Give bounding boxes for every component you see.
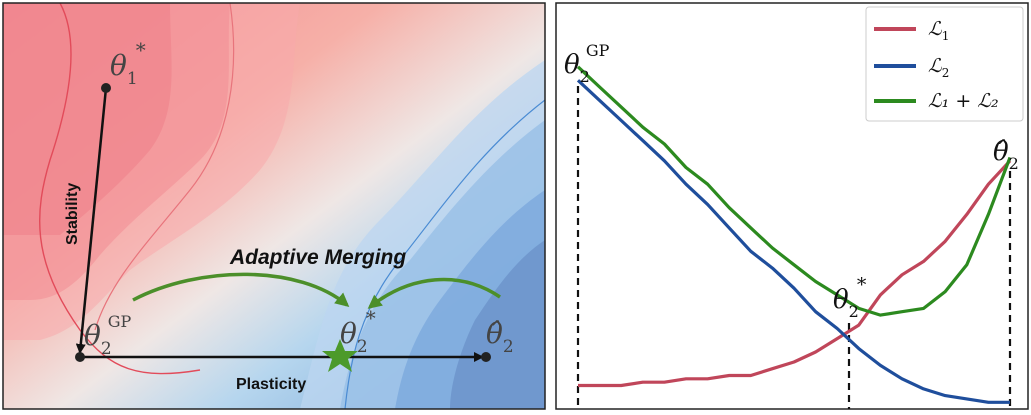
legend-box (865, 6, 1024, 122)
contour-blue-4 (450, 240, 545, 409)
right-panel: θ2GP θ2* θ̂2 ℒ1 ℒ2 ℒ₁ + ℒ₂ (555, 2, 1029, 410)
stability-label: Stability (64, 183, 81, 245)
merge-arrow-left (132, 272, 350, 307)
contour-red-2 (3, 3, 230, 300)
plot-lines (576, 65, 1012, 404)
stability-arrow (75, 87, 108, 354)
star-icon (322, 339, 358, 372)
point-theta1-star (101, 83, 111, 93)
label-theta2-star-left: θ2* (340, 306, 376, 357)
legend-label-sum: ℒ₁ + ℒ₂ (928, 90, 999, 112)
series-line-l1 (578, 159, 1012, 388)
legend-label-l2: ℒ2 (928, 55, 949, 80)
left-panel-border (2, 2, 546, 410)
contour-line-red (39, 3, 201, 375)
merging-label: Adaptive Merging (229, 246, 406, 269)
contour-line-red-2 (94, 3, 235, 331)
merge-arrow-right (367, 277, 501, 309)
label-theta2-star-right: θ2* (833, 274, 867, 321)
plasticity-label: Plasticity (236, 376, 306, 393)
label-theta2-hat-left: θ̂2 (486, 317, 514, 357)
left-panel: Stability Plasticity Adaptive Merging θ1… (2, 2, 546, 410)
label-theta2-gp-left: θ2GP (84, 312, 131, 359)
legend-label-l1: ℒ1 (928, 18, 949, 43)
legend: ℒ1 ℒ2 ℒ₁ + ℒ₂ (865, 6, 1024, 122)
label-theta2-hat-right: θ̂2 (993, 137, 1019, 173)
point-theta2-gp (75, 352, 85, 362)
point-theta2-hat (481, 352, 491, 362)
label-theta1-star: θ1* (110, 38, 146, 89)
series-line-sum (576, 65, 1012, 317)
series-line-l2 (576, 79, 1010, 404)
label-theta2-gp-right: θ2GP (564, 41, 610, 86)
contour-line-blue (344, 99, 545, 409)
